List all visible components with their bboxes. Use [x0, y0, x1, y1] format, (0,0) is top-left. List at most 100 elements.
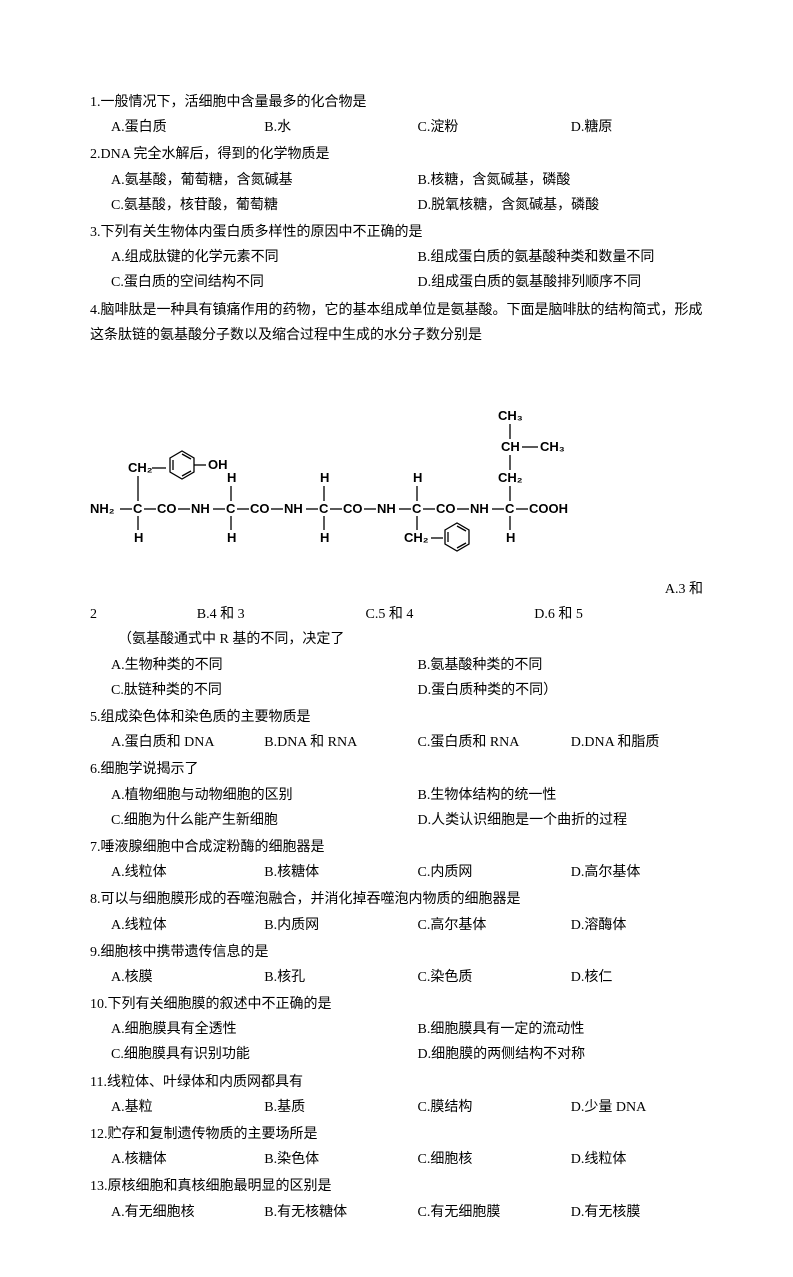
option-c: C.细胞为什么能产生新细胞 — [90, 808, 397, 833]
option-b: B.核孔 — [243, 965, 396, 990]
options-row: A.核膜 B.核孔 C.染色质 D.核仁 — [90, 965, 703, 990]
label-ch: CH — [501, 439, 520, 454]
option-d: D.有无核膜 — [550, 1200, 703, 1225]
option-c: C.淀粉 — [397, 115, 550, 140]
option-b: B.染色体 — [243, 1147, 396, 1172]
question-stem: 11.线粒体、叶绿体和内质网都具有 — [90, 1070, 703, 1095]
option-a: A.核糖体 — [90, 1147, 243, 1172]
question-12: 12.贮存和复制遗传物质的主要场所是 A.核糖体 B.染色体 C.细胞核 D.线… — [90, 1122, 703, 1172]
option-c: C.蛋白质和 RNA — [397, 730, 550, 755]
option-a: A.细胞膜具有全透性 — [90, 1017, 397, 1042]
question-5: 5.组成染色体和染色质的主要物质是 A.蛋白质和 DNA B.DNA 和 RNA… — [90, 705, 703, 755]
question-stem: 3.下列有关生物体内蛋白质多样性的原因中不正确的是 — [90, 220, 703, 245]
option-a: A.核膜 — [90, 965, 243, 990]
option-a: A.线粒体 — [90, 860, 243, 885]
options-row: A.植物细胞与动物细胞的区别 B.生物体结构的统一性 C.细胞为什么能产生新细胞… — [90, 783, 703, 833]
option-d: D.组成蛋白质的氨基酸排列顺序不同 — [397, 270, 704, 295]
label-ch2: CH₂ — [404, 530, 429, 545]
option-d: D.核仁 — [550, 965, 703, 990]
question-stem: 12.贮存和复制遗传物质的主要场所是 — [90, 1122, 703, 1147]
benzene-ring-icon — [170, 451, 194, 479]
option-a-part1: A.3 和 — [665, 577, 703, 602]
label-co: CO — [343, 501, 363, 516]
option-d: D.高尔基体 — [550, 860, 703, 885]
label-cooh: COOH — [529, 501, 568, 516]
option-c: C.膜结构 — [397, 1095, 550, 1120]
option-c: C.5 和 4 — [366, 602, 535, 627]
label-nh: NH — [377, 501, 396, 516]
question-4: 4.脑啡肽是一种具有镇痛作用的药物，它的基本组成单位是氨基酸。下面是脑啡肽的结构… — [90, 298, 703, 704]
option-b: B.内质网 — [243, 913, 396, 938]
option-d: D.溶酶体 — [550, 913, 703, 938]
question-stem: 7.唾液腺细胞中合成淀粉酶的细胞器是 — [90, 835, 703, 860]
label-nh: NH — [470, 501, 489, 516]
option-b: B.水 — [243, 115, 396, 140]
options-row: A.线粒体 B.内质网 C.高尔基体 D.溶酶体 — [90, 913, 703, 938]
label-h: H — [227, 470, 236, 485]
options-row: A.核糖体 B.染色体 C.细胞核 D.线粒体 — [90, 1147, 703, 1172]
option-b: B.组成蛋白质的氨基酸种类和数量不同 — [397, 245, 704, 270]
label-ch2: CH₂ — [498, 470, 523, 485]
question-stem: 8.可以与细胞膜形成的吞噬泡融合，并消化掉吞噬泡内物质的细胞器是 — [90, 887, 703, 912]
question-8: 8.可以与细胞膜形成的吞噬泡融合，并消化掉吞噬泡内物质的细胞器是 A.线粒体 B… — [90, 887, 703, 937]
option-d: D.DNA 和脂质 — [550, 730, 703, 755]
question-11: 11.线粒体、叶绿体和内质网都具有 A.基粒 B.基质 C.膜结构 D.少量 D… — [90, 1070, 703, 1120]
question-stem: 10.下列有关细胞膜的叙述中不正确的是 — [90, 992, 703, 1017]
q4-opt-a-row: A.3 和 — [90, 577, 703, 602]
label-c: C — [505, 501, 515, 516]
label-c: C — [133, 501, 143, 516]
question-1: 1.一般情况下，活细胞中含量最多的化合物是 A.蛋白质 B.水 C.淀粉 D.糖… — [90, 90, 703, 140]
paren-options: A.生物种类的不同 B.氨基酸种类的不同 C.肽链种类的不同 D.蛋白质种类的不… — [90, 653, 703, 703]
label-ch3: CH₃ — [498, 408, 523, 423]
options-row: A.细胞膜具有全透性 B.细胞膜具有一定的流动性 C.细胞膜具有识别功能 D.细… — [90, 1017, 703, 1067]
options-row: A.基粒 B.基质 C.膜结构 D.少量 DNA — [90, 1095, 703, 1120]
label-co: CO — [436, 501, 456, 516]
label-h: H — [506, 530, 515, 545]
peptide-structure-diagram: .ct { font-family: 'Arial','SimSun'; fon… — [90, 378, 620, 558]
option-c: C.高尔基体 — [397, 913, 550, 938]
option-c: C.蛋白质的空间结构不同 — [90, 270, 397, 295]
option-c: C.氨基酸，核苷酸，葡萄糖 — [90, 193, 397, 218]
label-c: C — [319, 501, 329, 516]
benzene-ring-icon — [445, 523, 469, 551]
option-b: B.核糖体 — [243, 860, 396, 885]
option-c: C.细胞膜具有识别功能 — [90, 1042, 397, 1067]
option-b: B.氨基酸种类的不同 — [397, 653, 704, 678]
question-6: 6.细胞学说揭示了 A.植物细胞与动物细胞的区别 B.生物体结构的统一性 C.细… — [90, 757, 703, 833]
label-h: H — [227, 530, 236, 545]
option-d: D.细胞膜的两侧结构不对称 — [397, 1042, 704, 1067]
option-b: B.核糖，含氮碱基，磷酸 — [397, 168, 704, 193]
option-d: D.线粒体 — [550, 1147, 703, 1172]
label-h: H — [134, 530, 143, 545]
question-stem: 5.组成染色体和染色质的主要物质是 — [90, 705, 703, 730]
option-d: D.脱氧核糖，含氮碱基，磷酸 — [397, 193, 704, 218]
label-nh: NH — [284, 501, 303, 516]
option-a: A.蛋白质和 DNA — [90, 730, 243, 755]
option-b: B.生物体结构的统一性 — [397, 783, 704, 808]
options-row: A.蛋白质 B.水 C.淀粉 D.糖原 — [90, 115, 703, 140]
option-b: B.4 和 3 — [127, 602, 366, 627]
question-3: 3.下列有关生物体内蛋白质多样性的原因中不正确的是 A.组成肽键的化学元素不同 … — [90, 220, 703, 296]
option-b: B.DNA 和 RNA — [243, 730, 396, 755]
option-c: C.有无细胞膜 — [397, 1200, 550, 1225]
options-row: A.组成肽键的化学元素不同 B.组成蛋白质的氨基酸种类和数量不同 C.蛋白质的空… — [90, 245, 703, 295]
option-d: D.人类认识细胞是一个曲折的过程 — [397, 808, 704, 833]
question-stem: 6.细胞学说揭示了 — [90, 757, 703, 782]
option-c: C.肽链种类的不同 — [90, 678, 397, 703]
option-b: B.有无核糖体 — [243, 1200, 396, 1225]
question-stem: 9.细胞核中携带遗传信息的是 — [90, 940, 703, 965]
question-stem: 13.原核细胞和真核细胞最明显的区别是 — [90, 1174, 703, 1199]
options-row: A.蛋白质和 DNA B.DNA 和 RNA C.蛋白质和 RNA D.DNA … — [90, 730, 703, 755]
label-c: C — [226, 501, 236, 516]
question-stem: 1.一般情况下，活细胞中含量最多的化合物是 — [90, 90, 703, 115]
label-c: C — [412, 501, 422, 516]
options-row: A.线粒体 B.核糖体 C.内质网 D.高尔基体 — [90, 860, 703, 885]
question-10: 10.下列有关细胞膜的叙述中不正确的是 A.细胞膜具有全透性 B.细胞膜具有一定… — [90, 992, 703, 1068]
option-a: A.线粒体 — [90, 913, 243, 938]
label-co: CO — [250, 501, 270, 516]
question-stem: 4.脑啡肽是一种具有镇痛作用的药物，它的基本组成单位是氨基酸。下面是脑啡肽的结构… — [90, 298, 703, 348]
label-ch2: CH₂ — [128, 460, 153, 475]
question-9: 9.细胞核中携带遗传信息的是 A.核膜 B.核孔 C.染色质 D.核仁 — [90, 940, 703, 990]
option-a: A.氨基酸，葡萄糖，含氮碱基 — [90, 168, 397, 193]
option-d: D.6 和 5 — [534, 602, 703, 627]
